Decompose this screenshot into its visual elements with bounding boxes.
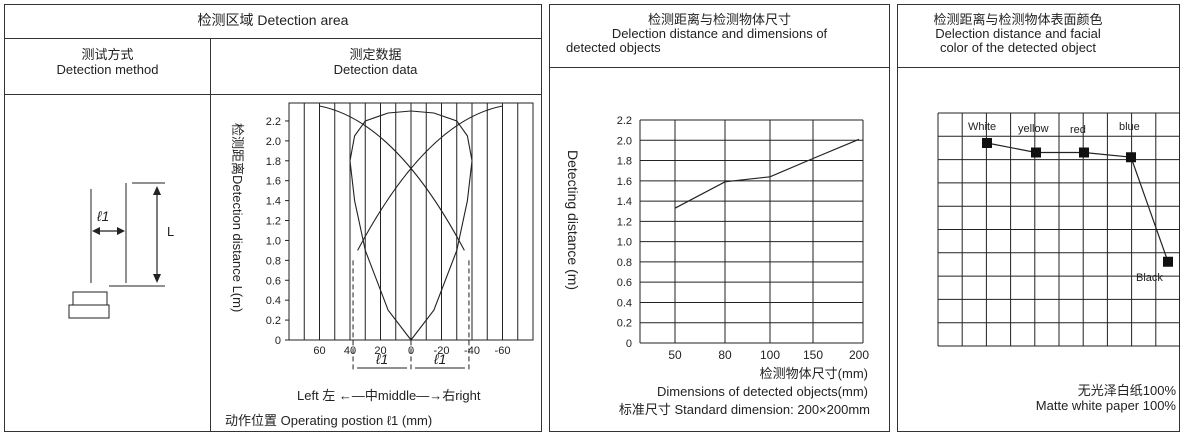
distance-vs-size-panel: 检测距离与检测物体尺寸 Delection distance and dimen… bbox=[549, 4, 890, 432]
color-title-en-2: color of the detected object bbox=[939, 40, 1097, 55]
color-curve bbox=[986, 142, 1169, 263]
y-tick-label: 0.6 bbox=[617, 277, 632, 289]
paper-note-en: Matte white paper 100% bbox=[1035, 398, 1176, 413]
color-label-red: red bbox=[1070, 124, 1086, 136]
detection-area-title: 检测区域 Detection area bbox=[197, 12, 349, 28]
l1-label-right: ℓ1 bbox=[433, 351, 446, 367]
y-tick-label: 1.4 bbox=[266, 196, 281, 208]
detection-area-chart: 2.2 2.0 1.8 1.6 1.4 1.2 1.0 0.8 0.6 0.4 0.2 0 60 40 20… bbox=[225, 102, 534, 428]
y-tick-label: 1.0 bbox=[266, 235, 281, 247]
y-axis-label: 检测距离Detection distance L(m) bbox=[230, 123, 245, 312]
size-title-en-1: Delection distance and dimensions of bbox=[611, 26, 828, 41]
y-tick-label: 0.4 bbox=[266, 295, 281, 307]
divider bbox=[5, 38, 541, 39]
data-header-en: Detection data bbox=[333, 62, 418, 77]
color-label-black: Black bbox=[1136, 272, 1163, 284]
y-tick-label: 0.8 bbox=[617, 257, 632, 269]
data-header-cn: 测定数据 bbox=[349, 47, 402, 62]
detection-curve bbox=[357, 105, 503, 251]
size-title-en-2: detected objects bbox=[566, 40, 661, 55]
y-tick-label: 0 bbox=[275, 335, 281, 347]
detection-method-diagram: ℓ1 L bbox=[68, 182, 174, 319]
method-header-cn: 测试方式 bbox=[81, 47, 134, 62]
y-tick-label: 0.2 bbox=[266, 315, 281, 327]
x-axis-label: 动作位置 Operating postion ℓ1 (mm) bbox=[225, 413, 432, 428]
y-tick-label: 2.2 bbox=[617, 115, 632, 127]
distance-vs-color-panel: 检测距离与检测物体表面颜色 Delection distance and fac… bbox=[897, 4, 1180, 432]
x-tick-label: -20 bbox=[434, 345, 450, 357]
l1-label: ℓ1 bbox=[96, 208, 109, 224]
x-tick-label: 40 bbox=[344, 345, 356, 357]
y-axis-label: Detecting distance (m) bbox=[565, 150, 581, 290]
size-curve bbox=[674, 138, 860, 209]
divider bbox=[5, 94, 541, 95]
detection-area-panel: 检测区域 Detection area 测试方式 Detection metho… bbox=[4, 4, 542, 432]
y-tick-label: 1.0 bbox=[617, 237, 632, 249]
detection-curve bbox=[319, 105, 465, 251]
y-tick-label: 2.2 bbox=[266, 116, 281, 128]
divider bbox=[210, 38, 211, 431]
y-tick-label: 1.2 bbox=[266, 216, 281, 228]
point-marker-white bbox=[982, 138, 992, 148]
x-tick-label: -60 bbox=[495, 345, 511, 357]
y-tick-label: 1.8 bbox=[617, 156, 632, 168]
detection-curve bbox=[349, 110, 412, 341]
x-axis-label-en: Dimensions of detected objects(mm) bbox=[657, 384, 868, 399]
color-title-en-1: Delection distance and facial bbox=[935, 26, 1101, 41]
detection-curve bbox=[410, 110, 473, 341]
y-tick-label: 1.6 bbox=[266, 176, 281, 188]
y-tick-label: 1.4 bbox=[617, 196, 632, 208]
y-tick-label: 0.2 bbox=[617, 318, 632, 330]
point-marker-black bbox=[1163, 256, 1173, 267]
y-tick-label: 1.6 bbox=[617, 176, 632, 188]
x-tick-label: 150 bbox=[803, 348, 823, 362]
method-header-en: Detection method bbox=[56, 62, 159, 77]
distance-vs-size-chart: 2.2 2.0 1.8 1.6 1.4 1.2 1.0 0.8 0.6 0.4 0.2 0 50 80 10… bbox=[565, 115, 870, 417]
point-marker-red bbox=[1079, 147, 1089, 158]
y-tick-label: 1.8 bbox=[266, 156, 281, 168]
y-tick-label: 1.2 bbox=[617, 216, 632, 228]
color-label-yellow: yellow bbox=[1018, 123, 1049, 135]
color-title-cn: 检测距离与检测物体表面颜色 bbox=[933, 12, 1103, 27]
paper-note-cn: 无光泽白纸100% bbox=[1077, 383, 1176, 398]
direction-label: Left 左 ←—中middle—→右right bbox=[297, 388, 481, 403]
y-tick-label: 0 bbox=[626, 338, 632, 350]
standard-dimension: 标准尺寸 Standard dimension: 200×200mm bbox=[619, 402, 870, 417]
y-tick-label: 2.0 bbox=[617, 135, 632, 147]
divider bbox=[898, 67, 1180, 68]
size-title-cn: 检测距离与检测物体尺寸 bbox=[647, 12, 791, 27]
color-label-blue: blue bbox=[1119, 121, 1140, 133]
x-tick-label: 100 bbox=[760, 348, 780, 362]
y-tick-label: 0.6 bbox=[266, 275, 281, 287]
divider bbox=[550, 67, 889, 68]
x-tick-label: 200 bbox=[849, 348, 869, 362]
x-tick-label: 50 bbox=[668, 348, 682, 362]
l1-label-left: ℓ1 bbox=[375, 351, 388, 367]
color-label-white: White bbox=[968, 121, 996, 133]
y-tick-label: 0.8 bbox=[266, 255, 281, 267]
x-axis-label-cn: 检测物体尺寸(mm) bbox=[760, 366, 868, 381]
x-tick-label: 20 bbox=[374, 345, 386, 357]
y-tick-label: 2.0 bbox=[266, 136, 281, 148]
x-tick-label: 80 bbox=[718, 348, 732, 362]
x-tick-label: 60 bbox=[313, 345, 325, 357]
L-label: L bbox=[167, 224, 174, 239]
point-marker-yellow bbox=[1031, 147, 1041, 158]
y-tick-label: 0.4 bbox=[617, 297, 632, 309]
distance-vs-color-chart: White yellow red blue Black bbox=[937, 112, 1180, 347]
x-tick-label: -40 bbox=[464, 345, 480, 357]
point-marker-blue bbox=[1126, 152, 1136, 163]
